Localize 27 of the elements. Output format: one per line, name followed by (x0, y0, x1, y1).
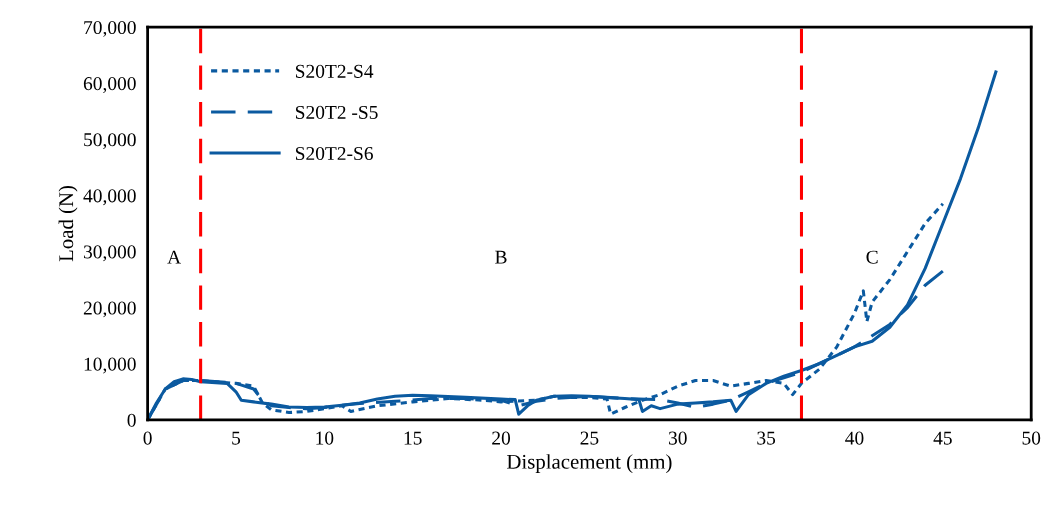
y-tick-label: 50,000 (84, 133, 136, 150)
x-tick-label: 35 (757, 431, 776, 445)
x-tick-label: 20 (492, 431, 511, 445)
x-tick-label: 25 (580, 431, 599, 445)
y-tick-label: 20,000 (83, 301, 136, 318)
y-tick-label: 10,000 (84, 357, 136, 374)
x-tick-label: 10 (316, 431, 334, 445)
x-tick-label: 0 (143, 431, 152, 445)
y-axis-title: Load (N) (58, 185, 78, 262)
x-axis-title: Displacement (mm) (506, 454, 672, 474)
x-tick-label: 30 (668, 431, 687, 445)
annotation: A (167, 250, 181, 264)
y-tick-label: 40,000 (83, 189, 136, 206)
y-tick-label: 0 (127, 413, 136, 427)
y-tick-label: 30,000 (83, 245, 136, 262)
y-tick-label: 70,000 (84, 20, 136, 37)
legend-label: S20T2-S4 (295, 64, 374, 78)
legend-label: S20T2-S6 (295, 146, 373, 161)
annotation: B (495, 250, 507, 264)
x-tick-label: 40 (845, 431, 864, 445)
y-tick-label: 60,000 (83, 77, 136, 93)
annotation: C (866, 250, 878, 264)
x-tick-label: 5 (232, 431, 241, 445)
legend-label: S20T2 -S5 (295, 105, 378, 119)
x-tick-label: 15 (404, 431, 422, 445)
x-tick-label: 45 (933, 431, 952, 445)
x-tick-label: 50 (1022, 431, 1041, 445)
